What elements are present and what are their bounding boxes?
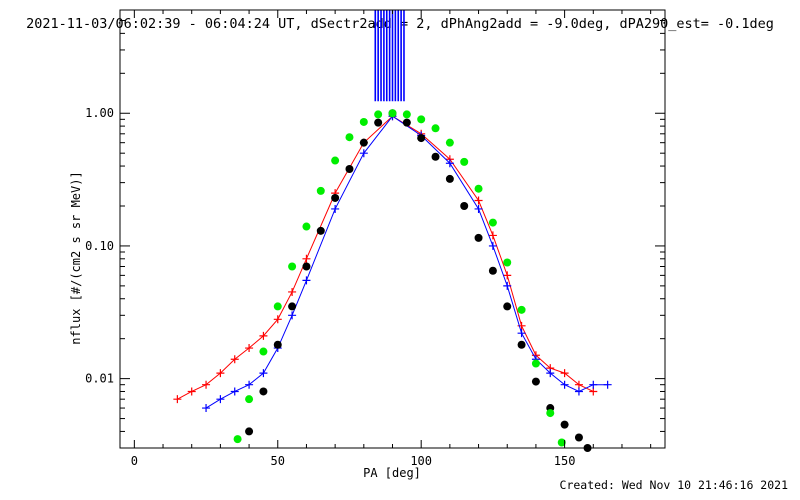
- data-point: [360, 118, 368, 126]
- data-point: [475, 185, 483, 193]
- data-point: [518, 329, 526, 337]
- data-point: [532, 378, 540, 386]
- data-point: [389, 109, 397, 117]
- data-point: [202, 404, 210, 412]
- data-point: [532, 360, 540, 368]
- data-point: [518, 341, 526, 349]
- data-point: [561, 421, 569, 429]
- data-point: [460, 202, 468, 210]
- data-point: [259, 387, 267, 395]
- data-point: [317, 227, 325, 235]
- data-point: [302, 223, 310, 231]
- data-point: [546, 409, 554, 417]
- data-point: [503, 282, 511, 290]
- data-point: [475, 197, 483, 205]
- data-point: [331, 194, 339, 202]
- data-point: [331, 205, 339, 213]
- data-point: [503, 302, 511, 310]
- series-3: [234, 109, 566, 446]
- x-axis-label: PA [deg]: [363, 466, 421, 480]
- data-point: [403, 119, 411, 127]
- data-point: [345, 133, 353, 141]
- series-line: [206, 116, 608, 408]
- data-point: [589, 381, 597, 389]
- data-point: [475, 234, 483, 242]
- data-point: [575, 387, 583, 395]
- data-point: [417, 134, 425, 142]
- x-tick-label: 50: [271, 454, 285, 468]
- data-point: [288, 262, 296, 270]
- data-point: [288, 288, 296, 296]
- data-point: [446, 175, 454, 183]
- data-point: [432, 124, 440, 132]
- data-point: [302, 276, 310, 284]
- data-point: [231, 387, 239, 395]
- data-point: [302, 255, 310, 263]
- data-point: [245, 395, 253, 403]
- data-point: [417, 115, 425, 123]
- data-point: [345, 165, 353, 173]
- data-point: [245, 427, 253, 435]
- data-point: [274, 341, 282, 349]
- data-point: [234, 435, 242, 443]
- x-tick-label: 150: [554, 454, 576, 468]
- data-point: [317, 187, 325, 195]
- data-point: [503, 259, 511, 267]
- y-tick-label: 0.10: [85, 239, 114, 253]
- y-axis-label: nflux [#/(cm2 s sr MeV)]: [69, 171, 83, 344]
- data-point: [604, 381, 612, 389]
- data-point: [331, 157, 339, 165]
- data-point: [518, 306, 526, 314]
- x-tick-label: 0: [131, 454, 138, 468]
- data-point: [403, 110, 411, 118]
- series-line: [177, 116, 593, 399]
- data-point: [374, 119, 382, 127]
- data-point: [216, 395, 224, 403]
- data-point: [274, 302, 282, 310]
- created-timestamp: Created: Wed Nov 10 21:46:16 2021: [560, 478, 788, 492]
- data-point: [432, 153, 440, 161]
- y-tick-label: 1.00: [85, 106, 114, 120]
- data-point: [460, 158, 468, 166]
- data-point: [173, 395, 181, 403]
- data-point: [288, 311, 296, 319]
- data-point: [188, 387, 196, 395]
- data-point: [575, 433, 583, 441]
- y-tick-label: 0.01: [85, 372, 114, 386]
- pitch-angle-chart: 0 50 100 150 0.010.101.00 PA [deg] nflux [#…: [0, 0, 800, 500]
- data-point: [302, 262, 310, 270]
- data-point: [489, 267, 497, 275]
- data-point: [259, 348, 267, 356]
- data-point: [374, 110, 382, 118]
- data-point: [288, 302, 296, 310]
- data-point: [360, 139, 368, 147]
- data-point: [446, 139, 454, 147]
- data-point: [489, 219, 497, 227]
